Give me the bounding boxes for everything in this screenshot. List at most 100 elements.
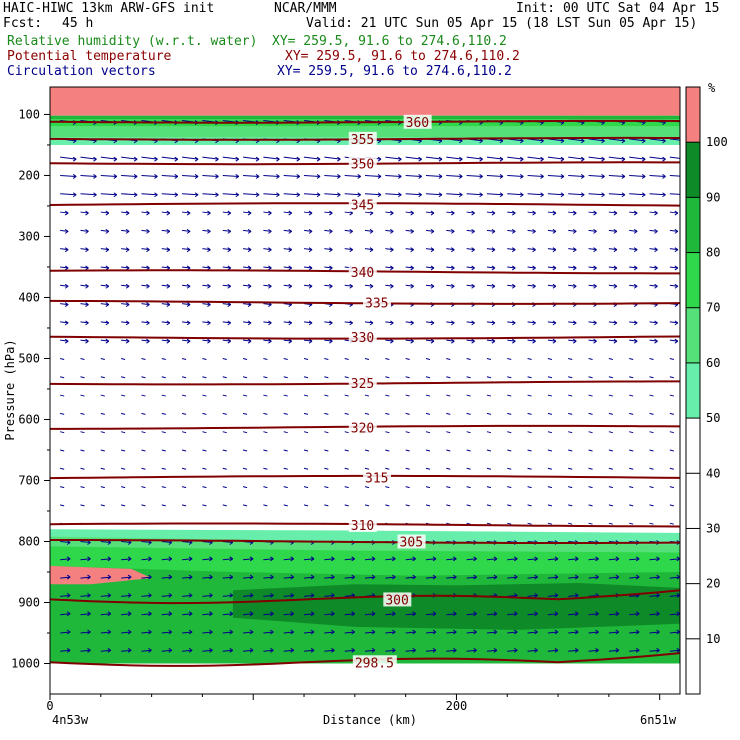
wind-vector xyxy=(263,357,268,360)
wind-vector xyxy=(344,449,349,452)
wind-vector xyxy=(629,611,640,617)
wind-vector xyxy=(80,504,85,507)
wind-vector xyxy=(385,504,390,507)
wind-vector xyxy=(649,247,658,253)
wind-vector xyxy=(466,556,477,562)
wind-vector xyxy=(364,174,382,179)
wind-vector xyxy=(181,486,187,489)
wind-vector xyxy=(649,556,660,562)
wind-vector xyxy=(568,228,577,234)
wind-vector xyxy=(242,412,248,415)
wind-vector xyxy=(649,592,660,598)
wind-vector xyxy=(304,192,321,198)
field-rh-name: Relative humidity (w.r.t. water) xyxy=(7,34,258,49)
wind-vector xyxy=(385,556,396,562)
colorbar-tick-label: 40 xyxy=(706,466,720,480)
wind-vector xyxy=(242,376,248,379)
wind-vector xyxy=(385,338,394,344)
wind-vector xyxy=(80,574,91,580)
wind-vector xyxy=(405,357,410,360)
wind-vector xyxy=(161,283,171,289)
wind-vector xyxy=(344,228,353,234)
theta-label: 325 xyxy=(351,377,374,392)
wind-vector xyxy=(446,504,451,507)
wind-vector xyxy=(446,431,451,434)
wind-vector xyxy=(547,394,553,397)
wind-vector xyxy=(405,412,410,415)
wind-vector xyxy=(100,412,105,415)
wind-vector xyxy=(405,192,422,198)
wind-vector xyxy=(121,320,130,326)
wind-vector xyxy=(303,265,313,271)
wind-vector xyxy=(527,467,532,470)
wind-vector xyxy=(608,431,613,434)
wind-vector xyxy=(547,449,553,452)
x-tick-label: 0 xyxy=(46,699,53,713)
wind-vector xyxy=(202,156,219,162)
wind-vector xyxy=(263,647,274,653)
wind-vector xyxy=(100,265,110,271)
wind-vector xyxy=(344,486,349,489)
wind-vector xyxy=(324,174,341,179)
wind-vector xyxy=(161,449,166,452)
forecast-hours: 45 h xyxy=(62,16,94,31)
wind-vector xyxy=(80,210,89,216)
wind-vector xyxy=(60,486,65,489)
wind-vector xyxy=(446,320,455,326)
wind-vector xyxy=(60,283,69,289)
wind-vector xyxy=(385,394,390,397)
plot-frame xyxy=(49,86,681,695)
wind-vector xyxy=(100,228,110,234)
wind-vector xyxy=(324,376,329,379)
wind-vector xyxy=(222,449,227,452)
wind-vector xyxy=(547,320,557,326)
wind-vector xyxy=(222,156,240,162)
wind-vector xyxy=(202,556,213,562)
wind-vector xyxy=(303,574,315,580)
wind-vector xyxy=(486,504,492,507)
wind-vector xyxy=(486,247,496,253)
wind-vector xyxy=(527,629,538,635)
wind-vector xyxy=(364,247,374,253)
wind-vector xyxy=(425,467,431,470)
wind-vector xyxy=(161,228,171,234)
wind-vector xyxy=(547,338,557,344)
colorbar-swatch xyxy=(686,87,700,143)
wind-vector xyxy=(141,611,152,617)
wind-vector xyxy=(608,283,618,289)
wind-vector xyxy=(161,647,173,653)
wind-vector xyxy=(243,156,260,162)
wind-vector xyxy=(547,247,557,253)
y-tick-label: 800 xyxy=(18,534,40,548)
wind-vector xyxy=(608,228,618,234)
wind-vector xyxy=(303,357,309,360)
wind-vector xyxy=(283,394,288,397)
wind-vector xyxy=(608,247,618,253)
colorbar-unit: % xyxy=(708,81,716,95)
wind-vector xyxy=(547,376,553,379)
wind-vector xyxy=(283,611,294,617)
wind-vector xyxy=(568,210,577,216)
wind-vector xyxy=(60,174,77,179)
wind-vector xyxy=(182,302,191,307)
wind-vector xyxy=(669,449,674,452)
theta-label: 340 xyxy=(351,266,374,281)
wind-vector xyxy=(405,265,414,271)
wind-vector xyxy=(649,394,654,397)
wind-vector xyxy=(182,156,199,162)
colorbar-tick-label: 80 xyxy=(706,246,720,260)
wind-vector xyxy=(181,449,187,452)
wind-vector xyxy=(161,592,173,598)
wind-vector xyxy=(283,156,300,162)
wind-vector xyxy=(405,320,414,326)
wind-vector xyxy=(588,556,599,562)
wind-vector xyxy=(324,265,333,271)
wind-vector xyxy=(486,431,492,434)
wind-vector xyxy=(669,574,680,580)
wind-vector xyxy=(446,228,455,234)
wind-vector xyxy=(121,174,138,179)
wind-vector xyxy=(588,265,597,271)
wind-vector xyxy=(324,449,329,452)
wind-vector xyxy=(303,247,313,253)
wind-vector xyxy=(527,574,538,580)
